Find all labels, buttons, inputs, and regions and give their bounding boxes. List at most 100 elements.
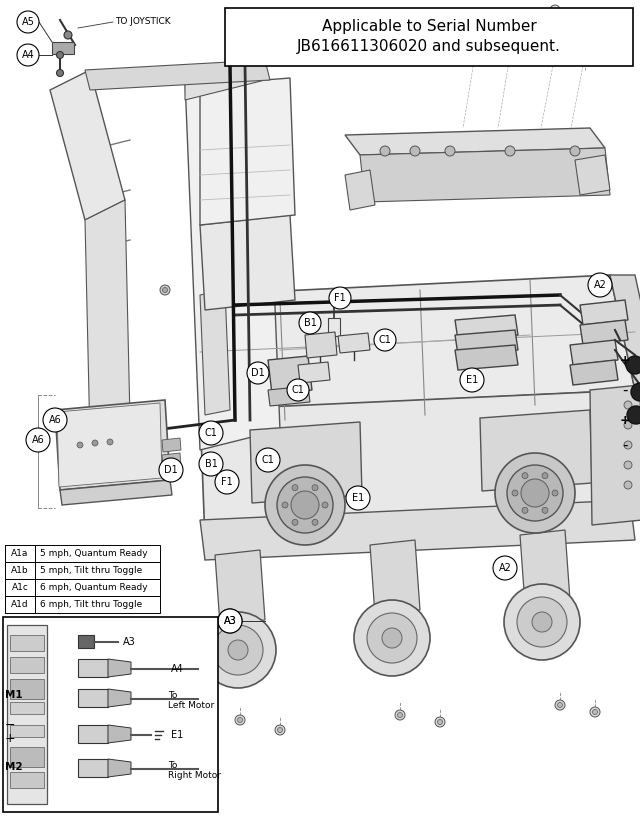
Bar xyxy=(10,679,44,699)
Circle shape xyxy=(624,441,632,449)
Bar xyxy=(78,725,108,743)
Circle shape xyxy=(505,146,515,156)
Polygon shape xyxy=(162,466,181,480)
Text: A2: A2 xyxy=(499,563,511,573)
Text: A1d: A1d xyxy=(11,600,29,609)
Circle shape xyxy=(435,717,445,727)
Circle shape xyxy=(557,703,563,708)
Polygon shape xyxy=(298,362,330,383)
Circle shape xyxy=(627,406,640,424)
Polygon shape xyxy=(200,390,640,540)
Text: Applicable to Serial Number: Applicable to Serial Number xyxy=(322,19,536,34)
Text: 5 mph, Tilt thru Toggle: 5 mph, Tilt thru Toggle xyxy=(40,566,142,575)
Polygon shape xyxy=(55,400,170,490)
Circle shape xyxy=(354,600,430,676)
Circle shape xyxy=(374,329,396,351)
Text: F1: F1 xyxy=(334,293,346,303)
Bar xyxy=(5,596,160,613)
Text: A6: A6 xyxy=(31,435,44,445)
Circle shape xyxy=(218,609,242,633)
Polygon shape xyxy=(570,340,618,365)
Bar xyxy=(10,702,44,714)
Polygon shape xyxy=(480,410,592,491)
Circle shape xyxy=(590,707,600,717)
Polygon shape xyxy=(108,689,131,707)
Bar xyxy=(581,31,589,53)
Circle shape xyxy=(460,368,484,392)
Polygon shape xyxy=(185,60,280,450)
Circle shape xyxy=(445,146,455,156)
Circle shape xyxy=(522,473,528,479)
Text: E1: E1 xyxy=(171,730,183,740)
Circle shape xyxy=(517,597,567,647)
Circle shape xyxy=(380,146,390,156)
Circle shape xyxy=(504,584,580,660)
Circle shape xyxy=(472,26,479,34)
Text: TO JOYSTICK: TO JOYSTICK xyxy=(115,17,171,26)
Text: +: + xyxy=(5,732,15,745)
Text: A3: A3 xyxy=(123,637,136,647)
Circle shape xyxy=(507,465,563,521)
Circle shape xyxy=(299,312,321,334)
Text: 6 mph, Tilt thru Toggle: 6 mph, Tilt thru Toggle xyxy=(40,600,142,609)
Polygon shape xyxy=(345,128,605,155)
Circle shape xyxy=(410,146,420,156)
Text: A4: A4 xyxy=(171,664,184,674)
Circle shape xyxy=(237,717,243,722)
Circle shape xyxy=(588,273,612,297)
Polygon shape xyxy=(250,422,362,503)
Bar xyxy=(10,635,44,651)
Polygon shape xyxy=(268,386,310,406)
Bar xyxy=(78,759,108,777)
Polygon shape xyxy=(520,530,570,605)
Polygon shape xyxy=(185,60,265,100)
Circle shape xyxy=(542,473,548,479)
Polygon shape xyxy=(455,330,518,355)
Text: E1: E1 xyxy=(466,375,478,385)
Bar xyxy=(3,617,218,812)
Bar xyxy=(52,42,74,54)
Polygon shape xyxy=(580,300,628,325)
Circle shape xyxy=(43,408,67,432)
Circle shape xyxy=(291,491,319,519)
Polygon shape xyxy=(575,155,610,195)
Polygon shape xyxy=(108,759,131,777)
Circle shape xyxy=(367,613,417,663)
Text: D1: D1 xyxy=(164,465,178,475)
Text: M2: M2 xyxy=(5,762,22,772)
Bar xyxy=(551,26,559,48)
Circle shape xyxy=(522,507,528,514)
Circle shape xyxy=(278,727,282,732)
Circle shape xyxy=(555,700,565,710)
Bar xyxy=(5,562,160,579)
Circle shape xyxy=(593,709,598,714)
Polygon shape xyxy=(268,356,312,394)
Polygon shape xyxy=(200,215,295,310)
Text: A4: A4 xyxy=(26,739,38,749)
Circle shape xyxy=(395,710,405,720)
Circle shape xyxy=(542,507,548,514)
Text: A2: A2 xyxy=(593,280,607,290)
Circle shape xyxy=(20,732,44,756)
Circle shape xyxy=(247,362,269,384)
Circle shape xyxy=(64,31,72,39)
Circle shape xyxy=(470,13,480,23)
Circle shape xyxy=(382,628,402,648)
Text: A5: A5 xyxy=(26,768,38,778)
Circle shape xyxy=(532,612,552,632)
Circle shape xyxy=(493,556,517,580)
Text: C1: C1 xyxy=(205,428,218,438)
Polygon shape xyxy=(305,332,337,358)
Polygon shape xyxy=(85,60,270,90)
Circle shape xyxy=(495,453,575,533)
Polygon shape xyxy=(360,148,610,202)
Circle shape xyxy=(282,502,288,508)
Text: C1: C1 xyxy=(379,335,392,345)
Polygon shape xyxy=(85,200,130,440)
Text: A1c: A1c xyxy=(12,583,28,592)
Circle shape xyxy=(312,519,318,525)
Circle shape xyxy=(550,5,560,15)
Circle shape xyxy=(26,428,50,452)
Circle shape xyxy=(199,421,223,445)
Circle shape xyxy=(570,146,580,156)
